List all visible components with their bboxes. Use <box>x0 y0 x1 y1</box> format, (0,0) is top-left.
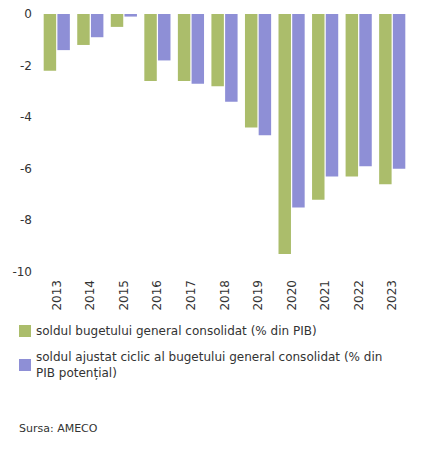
svg-text:2022: 2022 <box>352 280 366 311</box>
svg-text:-2: -2 <box>20 59 32 73</box>
svg-text:2016: 2016 <box>150 280 164 311</box>
svg-text:2020: 2020 <box>285 280 299 311</box>
svg-text:Sursa: AMECO: Sursa: AMECO <box>19 422 98 435</box>
svg-text:-8: -8 <box>20 213 32 227</box>
svg-text:soldul bugetului general conso: soldul bugetului general consolidat (% d… <box>36 324 317 338</box>
svg-text:2017: 2017 <box>184 280 198 311</box>
svg-text:-4: -4 <box>20 110 32 124</box>
svg-text:-10: -10 <box>12 265 32 279</box>
svg-text:2019: 2019 <box>251 280 265 311</box>
svg-text:PIB potențial): PIB potențial) <box>36 366 117 380</box>
svg-text:soldul ajustat ciclic al buget: soldul ajustat ciclic al bugetului gener… <box>36 350 386 364</box>
svg-text:2013: 2013 <box>50 280 64 311</box>
svg-text:2018: 2018 <box>218 280 232 311</box>
svg-text:2015: 2015 <box>117 280 131 311</box>
svg-text:2014: 2014 <box>83 280 97 311</box>
svg-text:2023: 2023 <box>385 280 399 311</box>
svg-text:0: 0 <box>24 7 32 21</box>
svg-text:2021: 2021 <box>318 280 332 311</box>
svg-text:-6: -6 <box>20 162 32 176</box>
